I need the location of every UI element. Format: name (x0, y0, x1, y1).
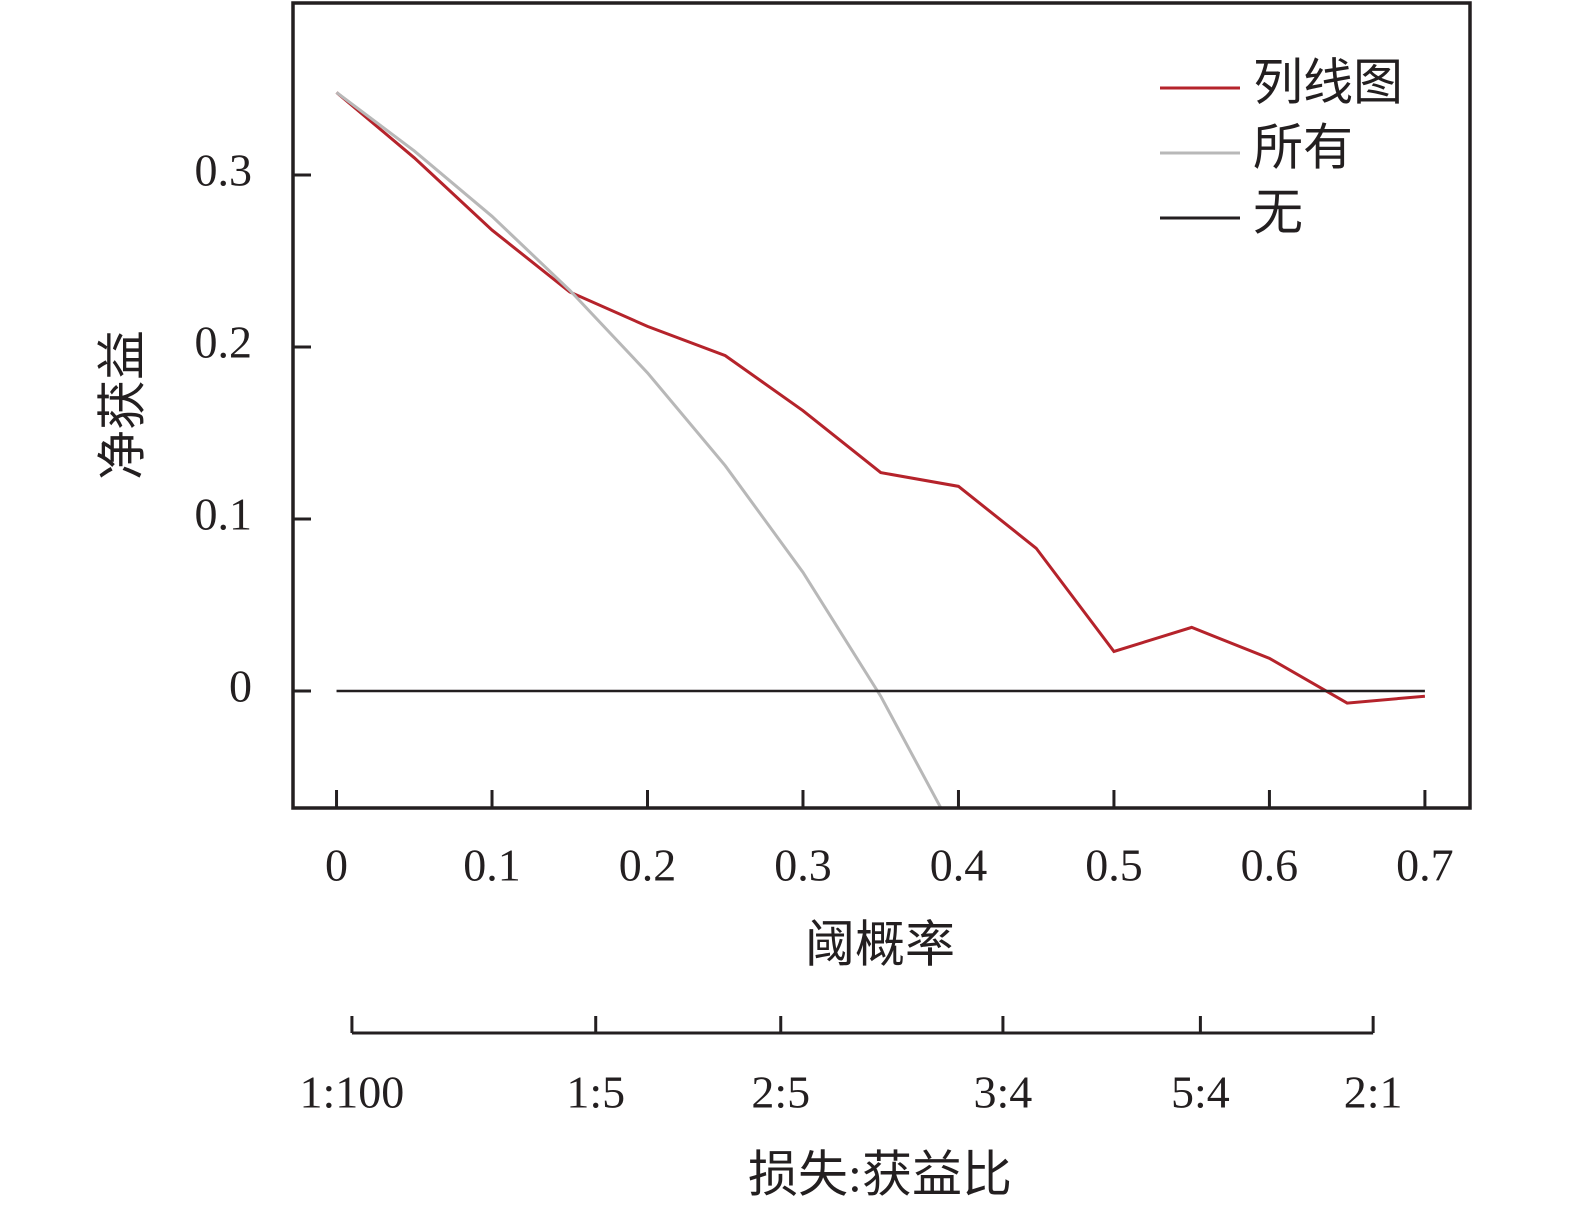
x2-tick-label: 2:1 (1344, 1067, 1403, 1118)
x-tick-label: 0.6 (1241, 840, 1299, 891)
x-tick-label: 0.2 (619, 840, 677, 891)
x-tick-label: 0.1 (463, 840, 521, 891)
x-tick-label: 0.3 (774, 840, 832, 891)
y-tick-label: 0.3 (195, 145, 253, 196)
x-tick-label: 0 (325, 840, 348, 891)
y-tick-label: 0 (229, 661, 252, 712)
x-tick-label: 0.7 (1396, 840, 1454, 891)
x2-tick-label: 1:5 (566, 1067, 625, 1118)
x2-axis-title: 损失:获益比 (748, 1146, 1012, 1202)
legend-label: 所有 (1253, 119, 1353, 175)
y-tick-label: 0.1 (195, 489, 253, 540)
plot-frame (291, 1, 1472, 810)
x2-tick-label: 2:5 (751, 1067, 810, 1118)
x-axis-title: 阈概率 (805, 916, 955, 972)
y-tick-label: 0.2 (195, 317, 253, 368)
series-line (335, 91, 1426, 705)
x-tick-label: 0.5 (1085, 840, 1143, 891)
plot-area (335, 91, 1426, 808)
legend-label: 列线图 (1253, 54, 1403, 110)
y-axis-title: 净获益 (94, 330, 150, 480)
x2-tick-label: 5:4 (1171, 1067, 1230, 1118)
x2-tick-label: 1:100 (300, 1067, 405, 1118)
x2-tick-label: 3:4 (974, 1067, 1033, 1118)
x-tick-label: 0.4 (930, 840, 988, 891)
series-line (335, 91, 943, 808)
legend-label: 无 (1253, 184, 1303, 240)
